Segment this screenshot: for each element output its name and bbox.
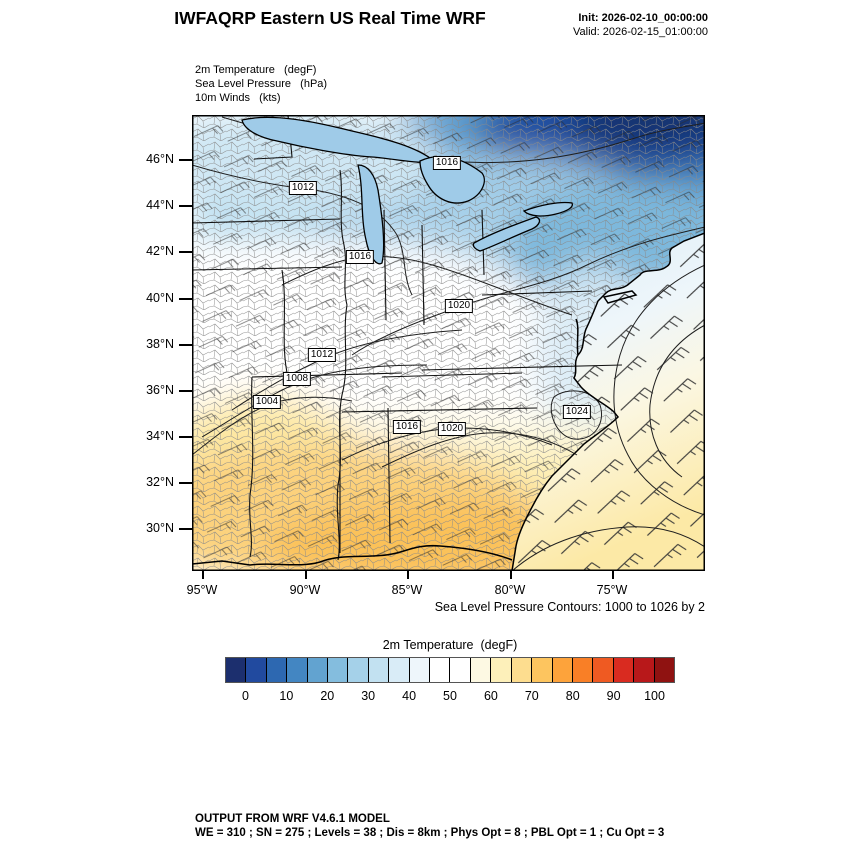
colorbar-cell: [368, 658, 390, 682]
valid-time-label: Valid: 2026-02-15_01:00:00: [573, 26, 708, 38]
footer-block: OUTPUT FROM WRF V4.6.1 MODEL WE = 310 ; …: [195, 812, 664, 840]
pressure-contour-label: 1012: [307, 348, 337, 362]
wind-barbs-ocean: [512, 233, 705, 571]
colorbar-tick-label: 60: [483, 689, 498, 703]
colorbar-cell: [593, 658, 614, 682]
colorbar-cell: [226, 658, 247, 682]
map-panel: [122, 75, 812, 595]
colorbar-cell: [409, 658, 431, 682]
colorbar-cell: [654, 658, 674, 682]
coastline: [191, 232, 706, 572]
lat-axis-label: 38°N: [146, 337, 174, 351]
pressure-contour-label: 1012: [288, 181, 318, 195]
lat-axis-tick: [179, 159, 192, 161]
lat-axis-label: 34°N: [146, 429, 174, 443]
lat-axis-label: 32°N: [146, 475, 174, 489]
pressure-contour-label: 1008: [282, 372, 312, 386]
colorbar-cell: [491, 658, 512, 682]
colorbar-cell: [266, 658, 288, 682]
lon-axis-tick: [407, 571, 409, 579]
field-list: 2m Temperature (degF) Sea Level Pressure…: [195, 63, 327, 105]
colorbar-cell: [470, 658, 492, 682]
colorbar-title: 2m Temperature (degF): [382, 638, 518, 652]
colorbar-cell: [389, 658, 410, 682]
lon-axis-label: 85°W: [391, 583, 423, 597]
colorbar-tick-label: 100: [644, 689, 665, 703]
colorbar-cell: [511, 658, 533, 682]
colorbar-cell: [307, 658, 329, 682]
pressure-contour-label: 1024: [562, 405, 592, 419]
field-temperature-label: 2m Temperature (degF): [195, 64, 317, 76]
pressure-contour-label: 1004: [252, 395, 282, 409]
lon-axis-label: 75°W: [596, 583, 628, 597]
state-boundaries: [191, 114, 623, 561]
lat-axis-tick: [179, 205, 192, 207]
lat-axis-tick: [179, 390, 192, 392]
lat-axis-tick: [179, 251, 192, 253]
colorbar-tick-label: 90: [606, 689, 621, 703]
pressure-contour-label: 1016: [432, 156, 462, 170]
lon-axis-tick: [202, 571, 204, 579]
lat-axis-label: 36°N: [146, 383, 174, 397]
lat-axis-tick: [179, 436, 192, 438]
footer-model-line: OUTPUT FROM WRF V4.6.1 MODEL: [195, 813, 390, 825]
colorbar-cell: [613, 658, 635, 682]
lat-axis-tick: [179, 298, 192, 300]
colorbar-cell: [430, 658, 451, 682]
colorbar-cell: [450, 658, 471, 682]
pressure-contour-label: 1016: [345, 250, 375, 264]
lon-axis-tick: [305, 571, 307, 579]
init-time-label: Init: 2026-02-10_00:00:00: [578, 12, 708, 24]
pressure-contour-label: 1020: [437, 422, 467, 436]
map-border: [192, 115, 705, 571]
pressure-contour-label: 1020: [444, 299, 474, 313]
lat-axis-label: 44°N: [146, 198, 174, 212]
colorbar-tick-label: 70: [524, 689, 539, 703]
colorbar-cell: [572, 658, 594, 682]
lat-axis-label: 46°N: [146, 152, 174, 166]
footer-config-line: WE = 310 ; SN = 275 ; Levels = 38 ; Dis …: [195, 827, 665, 839]
colorbar-cell: [552, 658, 573, 682]
field-winds-label: 10m Winds (kts): [195, 92, 281, 104]
lat-axis-label: 42°N: [146, 244, 174, 258]
colorbar-tick-label: 80: [565, 689, 580, 703]
page-title: IWFAQRP Eastern US Real Time WRF: [174, 8, 486, 28]
lon-axis-label: 90°W: [289, 583, 321, 597]
lon-axis-tick: [510, 571, 512, 579]
colorbar-cell: [287, 658, 308, 682]
colorbar-cell: [348, 658, 369, 682]
colorbar-cell: [246, 658, 267, 682]
lat-axis-label: 30°N: [146, 521, 174, 535]
colorbar-tick-label: 0: [241, 689, 249, 703]
colorbar-cells: [225, 657, 675, 683]
lat-axis-tick: [179, 482, 192, 484]
colorbar-tick-label: 50: [443, 689, 457, 703]
colorbar-tick-label: 40: [402, 689, 417, 703]
map-canvas: [122, 75, 812, 595]
colorbar-tick-label: 20: [320, 689, 335, 703]
lon-axis-label: 95°W: [186, 583, 218, 597]
lat-axis-tick: [179, 344, 192, 346]
lat-axis-tick: [179, 528, 192, 530]
colorbar-tick-label: 30: [361, 689, 376, 703]
contour-range-caption: Sea Level Pressure Contours: 1000 to 102…: [434, 600, 705, 614]
lon-axis-tick: [612, 571, 614, 579]
pressure-contour-label: 1016: [392, 420, 422, 434]
colorbar-cell: [634, 658, 655, 682]
colorbar-cell: [532, 658, 553, 682]
colorbar-cell: [328, 658, 349, 682]
lat-axis-label: 40°N: [146, 291, 174, 305]
lon-axis-label: 80°W: [494, 583, 526, 597]
colorbar-ticks: 0 10 20 30 40 50 60 70 80 90 100: [225, 689, 675, 705]
colorbar-tick-label: 10: [279, 689, 294, 703]
field-pressure-label: Sea Level Pressure (hPa): [195, 78, 328, 90]
